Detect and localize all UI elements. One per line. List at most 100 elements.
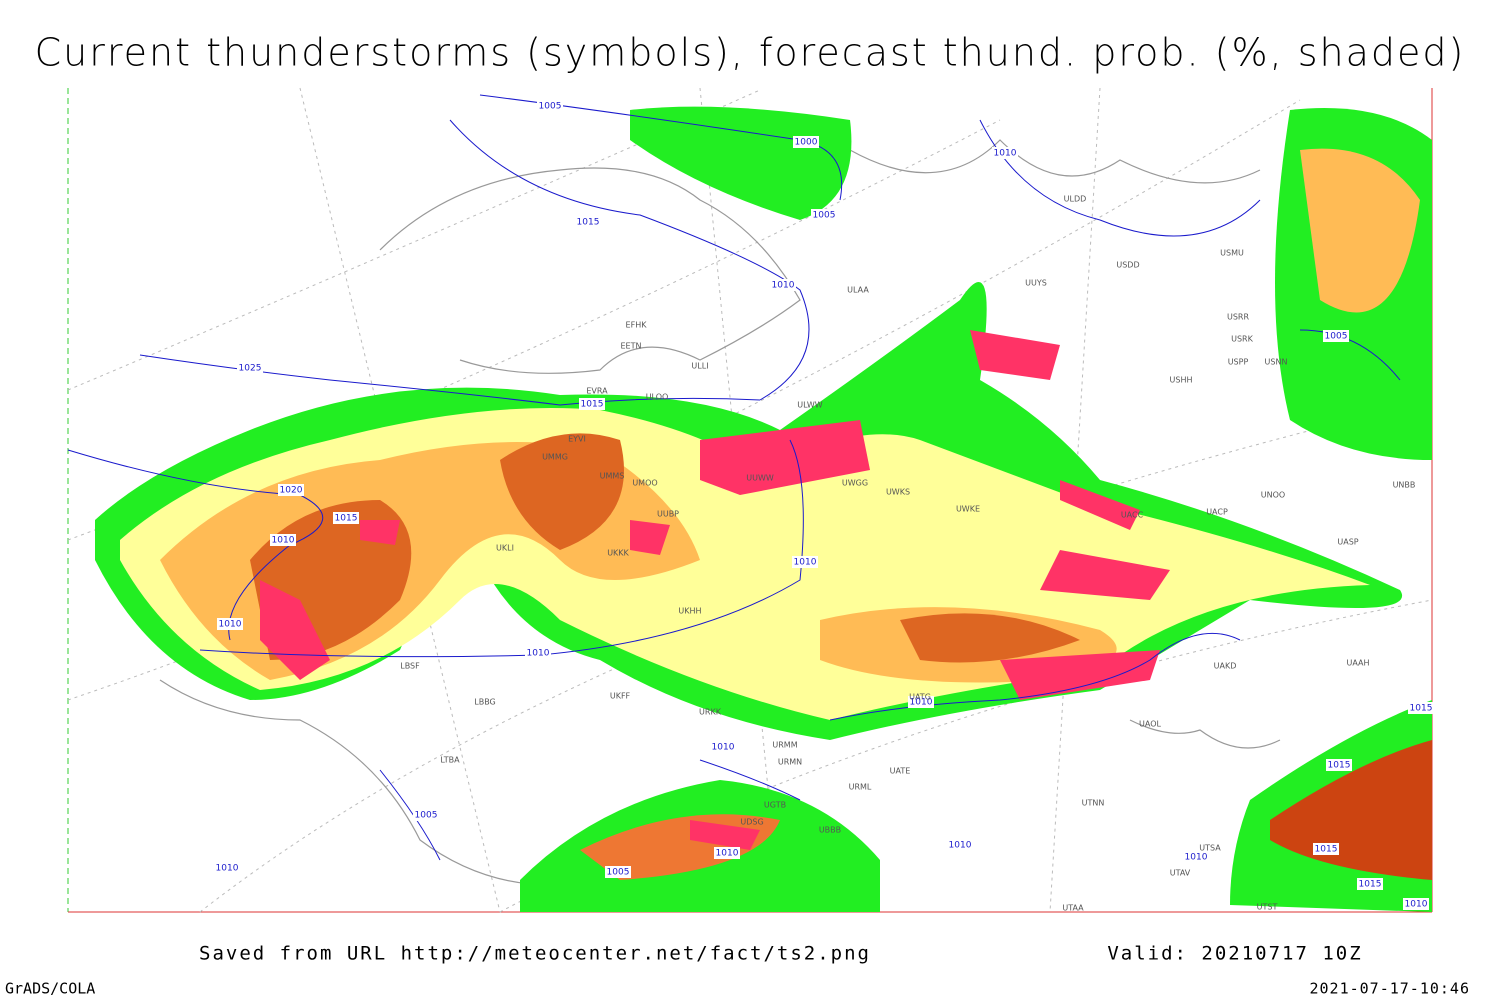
station-label: UMMS: [600, 472, 625, 481]
station-label: USPP: [1228, 358, 1249, 367]
isobar-label: 1015: [581, 400, 604, 410]
isobar-label: 1005: [539, 102, 562, 112]
isobar-label-bg: [710, 741, 736, 753]
station-label: USRR: [1227, 313, 1249, 322]
station-label: LTBA: [440, 756, 460, 765]
isobar-label: 1015: [1315, 845, 1338, 855]
station-label: URMN: [778, 758, 802, 767]
station-label: UKLI: [496, 544, 514, 553]
isobar-label: 1015: [1359, 880, 1382, 890]
isobar-label-bg: [237, 362, 263, 374]
isobar-label: 1015: [1328, 761, 1351, 771]
isobar-label-bg: [1357, 878, 1383, 890]
station-label: UAOL: [1139, 720, 1161, 729]
isobar-label-bg: [947, 839, 973, 851]
station-label: EVRA: [586, 387, 608, 396]
isobar-label-bg: [793, 136, 819, 148]
station-label: UUBP: [657, 510, 679, 519]
isobar-label-bg: [1323, 330, 1349, 342]
station-label: UKHH: [678, 607, 701, 616]
station-label: UACC: [1121, 511, 1144, 520]
station-label: ULWW: [797, 401, 822, 410]
station-label: UTAV: [1170, 869, 1191, 878]
station-label: UTSA: [1199, 844, 1221, 853]
timestamp: 2021-07-17-10:46: [1310, 980, 1471, 998]
station-label: EETN: [621, 342, 642, 351]
station-label: URKK: [699, 708, 722, 717]
isobar-label-bg: [1403, 898, 1429, 910]
station-label: UATG: [909, 693, 931, 702]
coastlines: [159, 139, 1281, 886]
source-note: Saved from URL http://meteocenter.net/fa…: [199, 943, 871, 965]
isobar-label-bg: [1408, 702, 1434, 714]
station-label: UMMG: [542, 453, 568, 462]
isobar-label: 1010: [794, 558, 817, 568]
map-labels: 1005 1000 1005 1015 1010 1010 1025 1015 1020 1015…: [214, 100, 1434, 913]
station-label: USHH: [1170, 376, 1193, 385]
isobar-label-bg: [214, 862, 240, 874]
isobar-label: 1010: [527, 649, 550, 659]
station-label: UKKK: [607, 549, 629, 558]
station-label: URML: [849, 783, 872, 792]
station-label: UWGG: [842, 479, 868, 488]
title: Current thunderstorms (symbols), forecas…: [35, 31, 1466, 75]
station-label: ULDD: [1064, 195, 1087, 204]
station-label: USNN: [1265, 358, 1288, 367]
isobar-label: 1005: [813, 211, 836, 221]
isobar-label: 1010: [1405, 900, 1428, 910]
isobar-label: 1005: [607, 868, 630, 878]
isobar-label-bg: [1313, 843, 1339, 855]
station-label: UUWW: [746, 474, 774, 483]
station-label: UUYS: [1025, 279, 1047, 288]
station-label: USRK: [1231, 335, 1253, 344]
station-label: UTST: [1257, 903, 1278, 912]
isobar-label-bg: [811, 209, 837, 221]
isobar-label: 1005: [1325, 332, 1348, 342]
isobar-label: 1015: [577, 218, 600, 228]
isobar-label-bg: [525, 647, 551, 659]
isobar-label-bg: [270, 534, 296, 546]
station-label: UAKD: [1214, 662, 1237, 671]
station-label: UACP: [1206, 508, 1228, 517]
isobar-label-bg: [537, 100, 563, 112]
station-label: UNOO: [1261, 491, 1285, 500]
isobar-label: 1010: [949, 841, 972, 851]
isobar-label-bg: [333, 512, 359, 524]
station-label: UDSG: [740, 818, 763, 827]
station-label: UMOO: [632, 479, 657, 488]
isobar-label: 1005: [415, 811, 438, 821]
station-label: UNBB: [1393, 481, 1416, 490]
isobar-label-bg: [278, 484, 304, 496]
isobar-label: 1010: [910, 698, 933, 708]
isobar-label-bg: [605, 866, 631, 878]
station-label: UKFF: [610, 692, 631, 701]
isobar-label: 1010: [994, 149, 1017, 159]
station-label: UWKE: [956, 505, 980, 514]
valid-time: Valid: 20210717 10Z: [1107, 943, 1362, 965]
isobar-label: 1025: [239, 364, 262, 374]
software-credit: GrADS/COLA: [5, 980, 95, 998]
station-label: URMM: [772, 741, 797, 750]
station-label: ULAA: [847, 286, 869, 295]
isobar-label: 1000: [795, 138, 818, 148]
station-label: UTAA: [1062, 904, 1084, 913]
isobar-label: 1015: [335, 514, 358, 524]
isobar-label-bg: [992, 147, 1018, 159]
isobar-label-bg: [413, 809, 439, 821]
isobar-label: 1020: [280, 486, 303, 496]
station-label: ULOO: [646, 393, 669, 402]
station-label: UAAH: [1346, 659, 1369, 668]
station-label: USDD: [1116, 261, 1139, 270]
station-label: EYVI: [568, 435, 586, 444]
station-label: ULLI: [691, 362, 708, 371]
isobar-label-bg: [217, 618, 243, 630]
station-label: UTNN: [1082, 799, 1105, 808]
isobar-label: 1010: [716, 849, 739, 859]
isobar-label: 1010: [772, 281, 795, 291]
station-label: UATE: [890, 767, 911, 776]
station-label: LBBG: [474, 698, 496, 707]
isobar-label-bg: [1183, 851, 1209, 863]
station-label: EFHK: [626, 321, 648, 330]
station-label: USMU: [1220, 249, 1244, 258]
